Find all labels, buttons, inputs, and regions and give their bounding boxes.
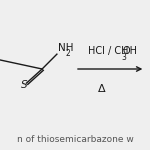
Text: 3: 3 — [122, 52, 127, 62]
Text: 2: 2 — [66, 49, 71, 58]
Text: OH: OH — [123, 46, 138, 56]
Text: NH: NH — [58, 43, 73, 53]
Text: Δ: Δ — [98, 84, 106, 93]
Text: HCl / CH: HCl / CH — [88, 46, 129, 56]
Text: S: S — [21, 80, 28, 90]
Text: n of thiosemicarbazone w: n of thiosemicarbazone w — [17, 135, 133, 144]
